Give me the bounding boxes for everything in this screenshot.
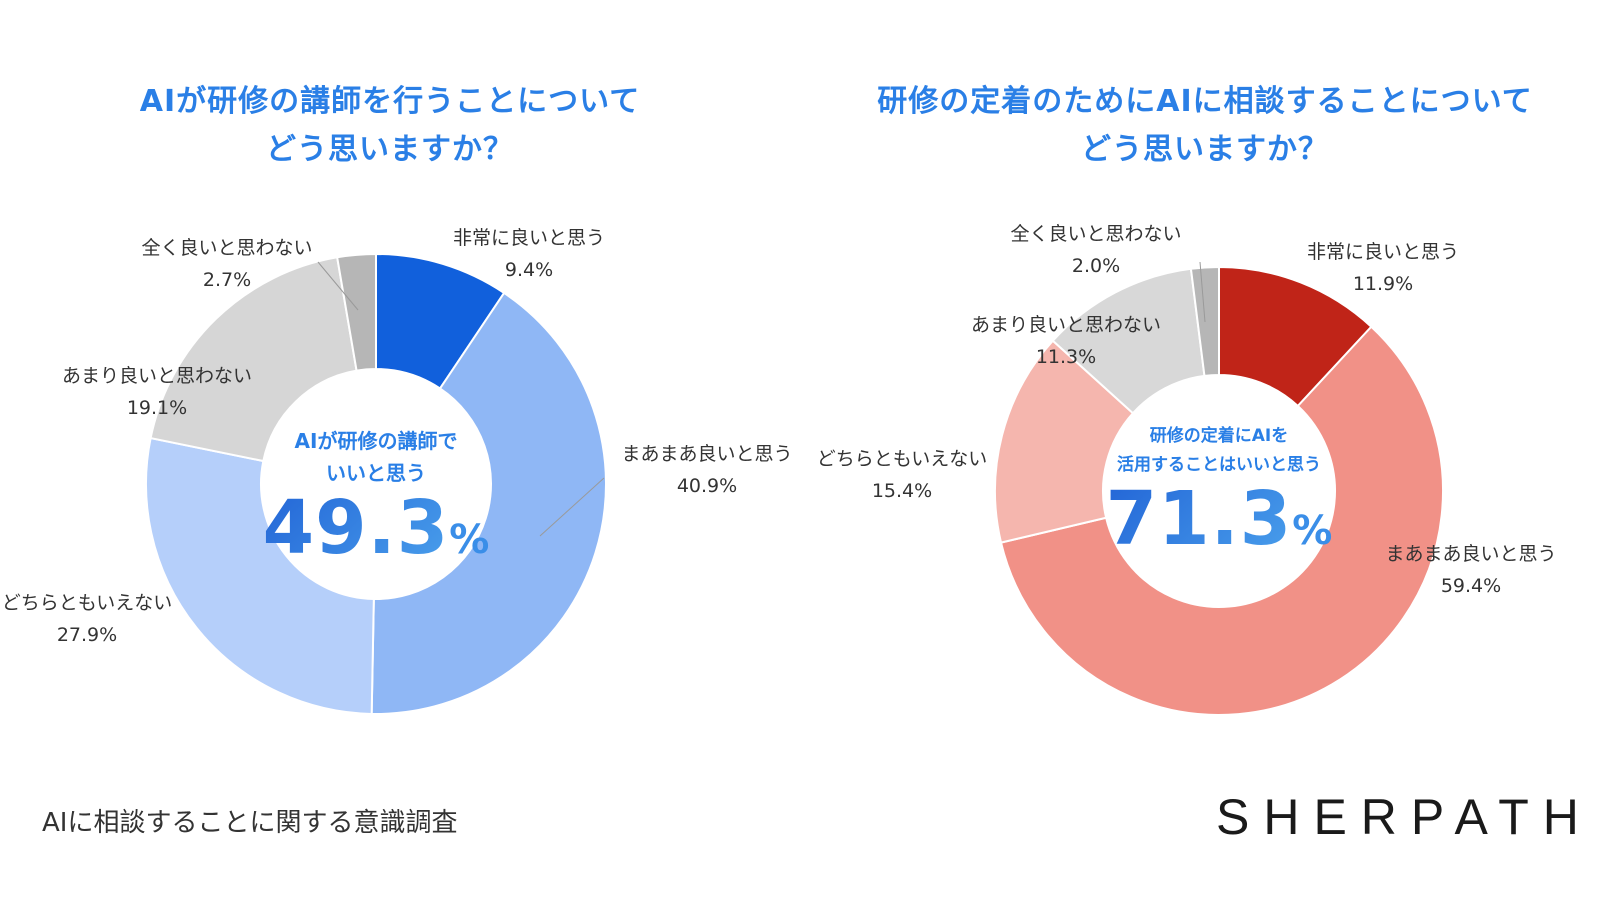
donut-left-category-1: 非常に良いと思う xyxy=(452,227,606,249)
donut-left-leader-5 xyxy=(317,261,359,311)
donut-right-value-1: 11.9% xyxy=(1352,273,1414,295)
donut-right-center-value: 71.3 xyxy=(1105,476,1293,562)
brand-logo: SHERPATH xyxy=(1216,789,1593,845)
donut-right-slice-3 xyxy=(994,339,1135,544)
donut-left-slice-4 xyxy=(149,256,358,463)
donut-left-label-2: まあまあ良いと思う 40.9% xyxy=(621,438,792,502)
donut-center-right: 研修の定着にAIを活用することはいいと思う 71.3% xyxy=(1106,422,1333,578)
donut-left-leader-2 xyxy=(539,477,605,537)
donut-left-label-4: あまり良いと思わない 19.1% xyxy=(62,360,252,424)
donut-left-slice-2 xyxy=(370,291,607,715)
donut-left-slice-3 xyxy=(145,436,375,715)
donut-left-label-5: 全く良いと思わない 2.7% xyxy=(141,232,312,296)
donut-left-category-3: どちらともいえない xyxy=(1,592,173,614)
donut-right-center-line1: 研修の定着にAIを xyxy=(1149,426,1289,446)
donut-right-value-4: 11.3% xyxy=(1035,346,1097,368)
chart-title-left: AIが研修の講師を行うことについて どう思いますか？ xyxy=(85,78,695,174)
donut-right-slice-2 xyxy=(999,325,1445,716)
donut-left-center-line1: AIが研修の講師で xyxy=(294,429,458,453)
donut-right-category-1: 非常に良いと思う xyxy=(1306,241,1460,263)
donut-right-label-5: 全く良いと思わない 2.0% xyxy=(1010,218,1181,282)
donut-right-center-unit: % xyxy=(1292,508,1333,554)
donut-right-value-5: 2.0% xyxy=(1071,255,1121,277)
donut-left-category-4: あまり良いと思わない xyxy=(61,365,253,387)
chart-title-left-line1: AIが研修の講師を行うことについて xyxy=(139,84,641,119)
donut-left-value-4: 19.1% xyxy=(126,397,188,419)
chart-title-left-line2: どう思いますか？ xyxy=(266,132,514,167)
donut-right-label-1: 非常に良いと思う 11.9% xyxy=(1307,236,1459,300)
donut-right-leader-5 xyxy=(1199,261,1206,323)
donut-right-category-3: どちらともいえない xyxy=(816,448,988,470)
donut-right-value-3: 15.4% xyxy=(871,480,933,502)
donut-right-center-line2: 活用することはいいと思う xyxy=(1116,455,1321,475)
donut-right-category-2: まあまあ良いと思う xyxy=(1385,543,1557,565)
chart-title-right-line2: どう思いますか？ xyxy=(1081,132,1329,167)
chart-title-right: 研修の定着のためにAIに相談することについて どう思いますか？ xyxy=(835,78,1575,174)
donut-right-category-5: 全く良いと思わない xyxy=(1010,223,1182,245)
donut-center-left: AIが研修の講師で いいと思う 49.3% xyxy=(263,425,490,587)
donut-left-value-5: 2.7% xyxy=(202,269,252,291)
donut-left-center-unit: % xyxy=(449,517,490,563)
donut-left-category-5: 全く良いと思わない xyxy=(141,237,313,259)
donut-right-label-2: まあまあ良いと思う 59.4% xyxy=(1385,538,1556,602)
donut-left-label-3: どちらともいえない 27.9% xyxy=(2,587,173,651)
donut-right-label-3: どちらともいえない 15.4% xyxy=(817,443,988,507)
donut-right-label-4: あまり良いと思わない 11.3% xyxy=(971,309,1161,373)
chart-title-right-line1: 研修の定着のためにAIに相談することについて xyxy=(877,84,1533,119)
donut-left-category-2: まあまあ良いと思う xyxy=(621,443,793,465)
donut-right-category-4: あまり良いと思わない xyxy=(970,314,1162,336)
donut-right-value-2: 59.4% xyxy=(1440,575,1502,597)
donut-left-center-value: 49.3 xyxy=(262,485,450,571)
donut-left-value-1: 9.4% xyxy=(504,259,554,281)
donut-left-slice-5 xyxy=(336,252,377,372)
survey-caption: AIに相談することに関する意識調査 xyxy=(42,808,458,838)
donut-left-value-3: 27.9% xyxy=(56,624,118,646)
donut-left-center-line2: いいと思う xyxy=(325,461,426,485)
donut-left-label-1: 非常に良いと思う 9.4% xyxy=(453,222,605,286)
donut-left-value-2: 40.9% xyxy=(676,475,738,497)
